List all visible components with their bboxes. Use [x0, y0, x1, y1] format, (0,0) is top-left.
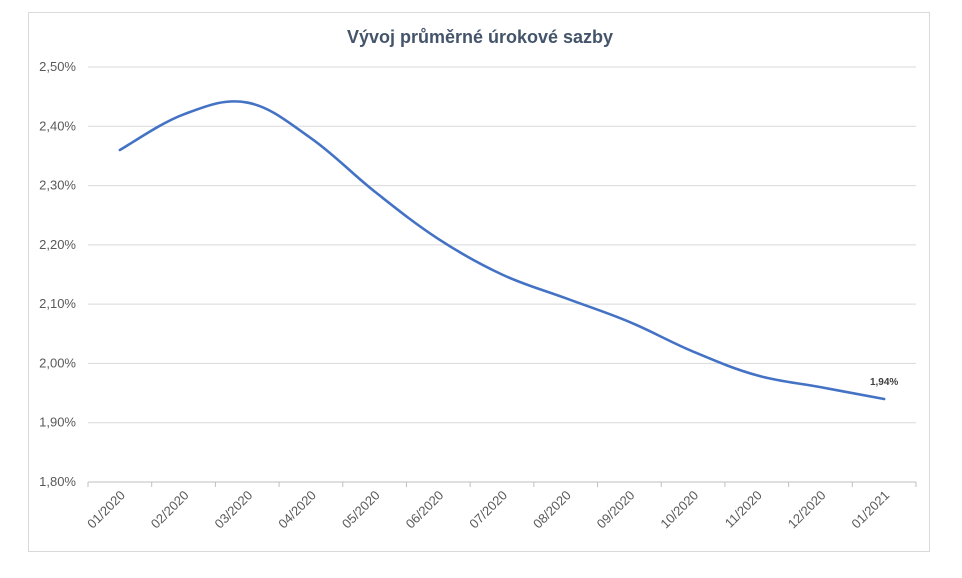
x-tick-label: 03/2020 — [212, 488, 256, 532]
x-tick-label: 04/2020 — [275, 488, 319, 532]
x-tick-label: 02/2020 — [148, 488, 192, 532]
y-tick-label: 1,90% — [39, 415, 76, 430]
x-tick-label: 10/2020 — [657, 488, 701, 532]
series-line — [118, 100, 886, 401]
y-axis: 1,80% 1,90% 2,00% 2,10% 2,20% 2,30% 2,40% 2,50% — [39, 59, 76, 489]
gridlines — [88, 66, 916, 483]
series-layer — [118, 100, 886, 401]
y-tick-label: 2,20% — [39, 237, 76, 252]
x-tick-label: 05/2020 — [339, 488, 383, 532]
x-tick-label: 09/2020 — [594, 488, 638, 532]
x-axis: 01/2020 02/2020 03/2020 04/2020 05/2020 06/20… — [84, 482, 917, 532]
y-tick-label: 2,50% — [39, 59, 76, 74]
data-label: 1,94% — [870, 377, 898, 388]
chart-title: Vývoj průměrné úrokové sazby — [347, 27, 613, 47]
x-tick-label: 01/2020 — [84, 488, 128, 532]
y-tick-label: 2,00% — [39, 355, 76, 370]
y-tick-label: 2,40% — [39, 118, 76, 133]
y-tick-label: 2,30% — [39, 178, 76, 193]
x-tick-label: 06/2020 — [403, 488, 447, 532]
x-tick-label: 11/2020 — [722, 488, 765, 531]
x-tick-label: 08/2020 — [530, 488, 574, 532]
data-labels: 1,94% — [870, 377, 898, 388]
x-tick-label: 01/2021 — [848, 488, 892, 532]
y-tick-label: 2,10% — [39, 296, 76, 311]
chart-area: Vývoj průměrné úrokové sazby 1,80% 1,90% 2… — [28, 12, 930, 552]
y-tick-label: 1,80% — [39, 474, 76, 489]
line-chart: Vývoj průměrné úrokové sazby 1,80% 1,90% 2… — [39, 27, 917, 532]
x-tick-label: 12/2020 — [785, 488, 829, 532]
x-tick-label: 07/2020 — [466, 488, 510, 532]
